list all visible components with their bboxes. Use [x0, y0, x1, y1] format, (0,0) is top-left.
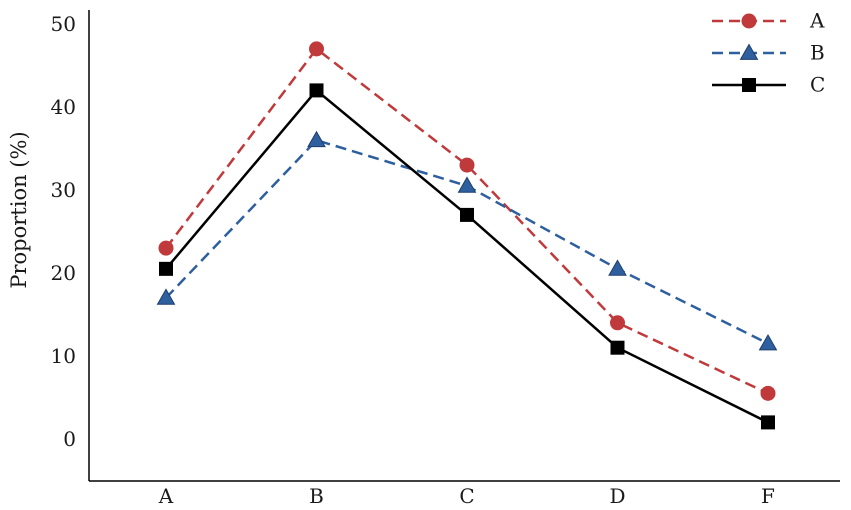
data-point: [457, 176, 477, 193]
data-point: [608, 259, 627, 276]
data-point: [307, 130, 326, 148]
data-point: [158, 240, 174, 256]
data-point: [758, 334, 778, 351]
legend-item: A: [712, 9, 825, 33]
legend-label: B: [810, 41, 825, 65]
data-point: [309, 83, 324, 98]
legend-label: A: [809, 9, 825, 33]
legend: ABC: [712, 9, 825, 97]
y-tick-label: 40: [51, 95, 76, 119]
data-point: [459, 157, 475, 173]
legend-marker: [741, 13, 757, 29]
series-c: [159, 83, 775, 430]
x-tick-label: C: [459, 484, 474, 508]
series-b: [156, 130, 778, 351]
series-line: [165, 88, 769, 424]
y-tick-label: 0: [63, 427, 76, 451]
data-point: [460, 207, 474, 222]
y-tick-labels: 0 10 20 30 40 50: [51, 12, 76, 451]
x-tick-label: F: [761, 484, 775, 508]
data-point: [309, 41, 324, 57]
data-point: [159, 261, 173, 276]
data-point: [610, 340, 625, 355]
legend-item: C: [712, 73, 825, 97]
series-layer: [156, 41, 778, 430]
legend-label: C: [810, 73, 825, 97]
series-a: [158, 41, 776, 401]
data-point: [761, 415, 775, 430]
legend-item: B: [712, 41, 825, 65]
y-tick-label: 30: [51, 178, 76, 202]
y-axis: 0 10 20 30 40 50: [51, 10, 90, 481]
legend-marker: [742, 78, 756, 92]
y-tick-label: 20: [51, 261, 76, 285]
legend-marker: [739, 43, 759, 60]
y-tick-label: 10: [51, 344, 76, 368]
x-tick-label: D: [609, 484, 625, 508]
x-tick-label: B: [309, 484, 324, 508]
data-point: [610, 315, 625, 331]
y-axis-title: Proportion (%): [7, 131, 31, 288]
data-point: [156, 288, 176, 305]
y-tick-label: 50: [51, 12, 76, 36]
data-point: [760, 385, 776, 401]
x-tick-label: A: [158, 484, 174, 508]
